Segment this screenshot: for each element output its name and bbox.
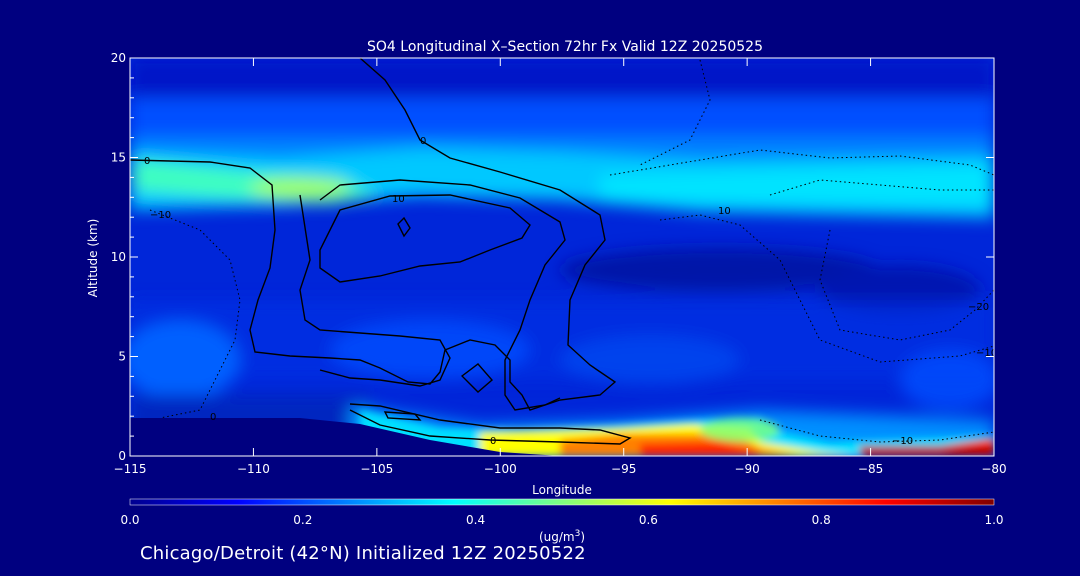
y-tick-label: 5 <box>118 350 126 364</box>
contour-label-7: −10 <box>892 436 913 447</box>
y-tick-label: 0 <box>118 449 126 463</box>
contour-small-1 <box>397 216 411 238</box>
contour-left-loop <box>299 194 451 387</box>
y-axis-label: Altitude (km) <box>86 219 100 298</box>
x-tick-label: −95 <box>611 462 636 476</box>
x-tick-label: −80 <box>981 462 1006 476</box>
x-tick-label: −115 <box>114 462 147 476</box>
x-tick-label: −85 <box>858 462 883 476</box>
colorbar-tick-label: 0.2 <box>293 513 312 527</box>
contour-label-8: −20 <box>968 302 989 313</box>
contour-label-1: 0 <box>144 156 150 167</box>
contour-label-6: 0 <box>210 412 216 423</box>
colorbar-unit: (ug/m3) <box>539 529 585 544</box>
contour-dotted-surface <box>759 419 994 443</box>
contour-label-9: −10 <box>976 348 997 359</box>
chart-title: SO4 Longitudinal X–Section 72hr Fx Valid… <box>367 39 763 55</box>
colorbar-tick-label: 0.8 <box>812 513 831 527</box>
y-tick-label: 15 <box>111 151 126 165</box>
colorbar-unit-sup: 3 <box>575 529 581 539</box>
contour-dotted-far <box>819 229 994 341</box>
x-axis-label: Longitude <box>532 483 592 497</box>
contour-label-3: 10 <box>392 194 405 205</box>
contour-surface <box>349 403 632 445</box>
x-tick-label: −105 <box>360 462 393 476</box>
footer-caption: Chicago/Detroit (42°N) Initialized 12Z 2… <box>140 543 586 564</box>
colorbar-unit-close: ) <box>580 530 585 544</box>
colorbar-tick-label: 0.0 <box>120 513 139 527</box>
heatmap-field <box>130 58 994 456</box>
contour-dotted-left <box>149 209 241 419</box>
y-tick-label: 20 <box>111 51 126 65</box>
contour-label-4: 0 <box>490 436 496 447</box>
x-tick-label: −100 <box>484 462 517 476</box>
colorbar-unit-base: (ug/m <box>539 530 575 544</box>
contour-dotted-east <box>659 214 994 363</box>
colorbar-ticks: 0.0 0.2 0.4 0.6 0.8 1.0 <box>120 513 1003 527</box>
contour-dotted-top <box>639 59 711 166</box>
x-tick-label: −90 <box>734 462 759 476</box>
contour-dotted-right <box>609 149 994 176</box>
colorbar-tick-label: 0.4 <box>466 513 485 527</box>
x-axis: −115 −110 −105 −100 −95 −90 −85 −80 <box>114 58 1007 476</box>
y-axis: 0 5 10 15 20 <box>111 51 994 463</box>
y-tick-label: 10 <box>111 250 126 264</box>
colorbar-tick-label: 0.6 <box>639 513 658 527</box>
contour-small-2 <box>460 363 493 393</box>
contour-label-5: 10 <box>718 206 731 217</box>
x-tick-label: −110 <box>237 462 270 476</box>
colorbar <box>129 498 995 506</box>
contour-label-10: 0 <box>420 136 426 147</box>
colorbar-tick-label: 1.0 <box>984 513 1003 527</box>
contour-lines: 0 −10 10 0 10 0 −10 −20 −10 0 <box>130 58 997 447</box>
contour-small-3 <box>383 411 422 421</box>
contour-zero-outer <box>130 58 617 411</box>
contour-ten-mid <box>319 179 566 411</box>
contour-label-2: −10 <box>150 210 171 221</box>
contour-ten-inner <box>319 194 531 283</box>
